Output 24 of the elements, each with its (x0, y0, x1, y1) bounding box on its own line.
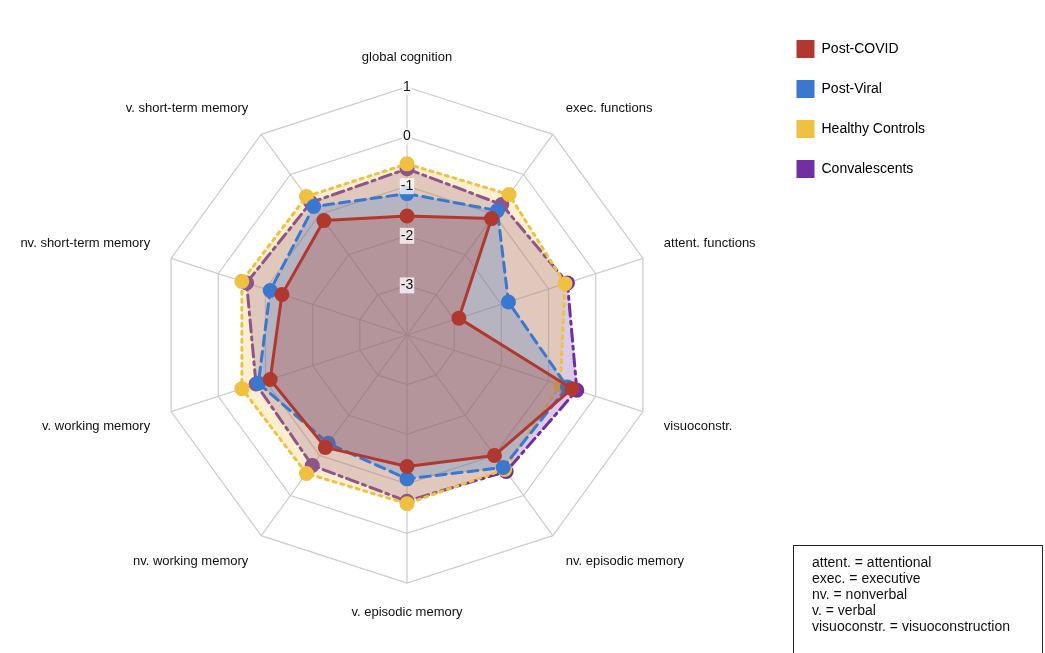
y-tick-label: -2 (400, 226, 414, 243)
spoke-label: v. working memory (42, 417, 151, 433)
text: exec. = executive (812, 570, 922, 586)
legend-label: Convalescents (821, 159, 914, 176)
legend-label: Post-COVID (821, 39, 899, 56)
y-tick-label: 1 (403, 77, 412, 94)
text: v. = verbal (812, 602, 877, 618)
text: attent. = attentional (812, 554, 933, 570)
y-tick-label: -1 (400, 177, 414, 194)
spoke-label: attent. functions (663, 235, 757, 251)
spoke-label: exec. functions (565, 100, 653, 116)
spoke-label: nv. short-term memory (20, 235, 151, 251)
spoke-label: v. short-term memory (125, 100, 249, 116)
spoke-label: nv. working memory (132, 552, 249, 568)
text: visuoconstr. = visuoconstruction (812, 618, 1012, 634)
text: nv. = nonverbal (812, 586, 909, 602)
y-tick-label: 0 (403, 127, 412, 144)
legend-label: Post-Viral (821, 79, 882, 96)
y-tick-label: -3 (400, 276, 414, 293)
spoke-label: nv. episodic memory (565, 552, 685, 568)
spoke-label: global cognition (361, 48, 453, 64)
spoke-label: visuoconstr. (663, 417, 733, 433)
spoke-label: v. episodic memory (351, 604, 464, 620)
legend-label: Healthy Controls (821, 119, 926, 136)
